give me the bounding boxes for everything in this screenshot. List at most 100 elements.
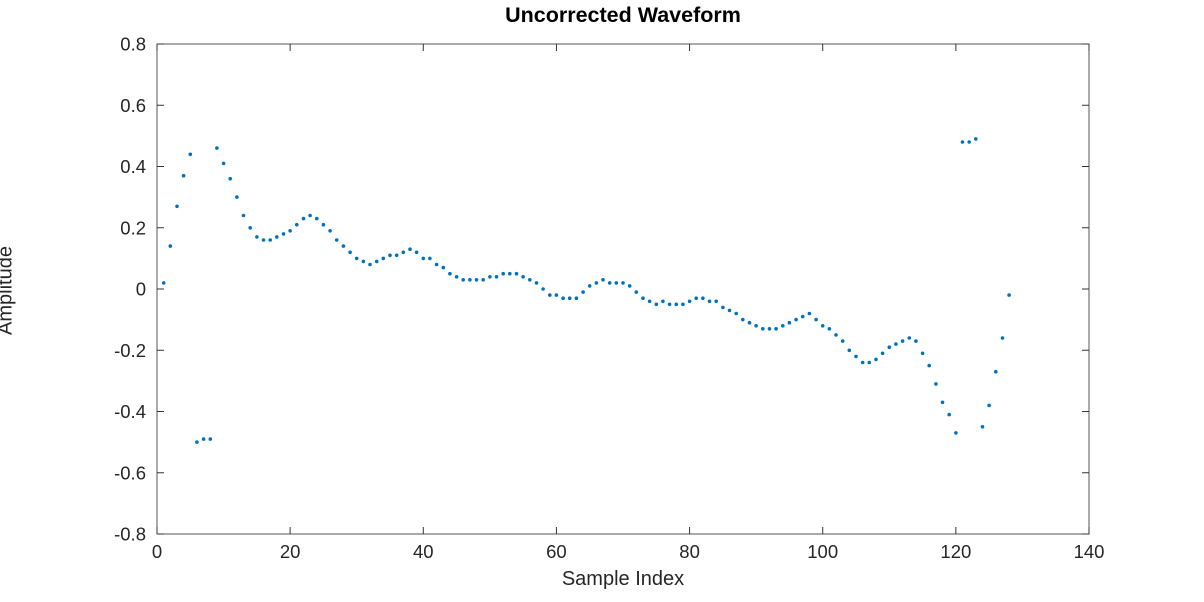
x-tick-label: 120: [940, 541, 971, 562]
data-point: [508, 271, 512, 276]
y-tick-label: 0.6: [120, 95, 146, 116]
data-point: [414, 250, 419, 255]
data-point: [974, 137, 978, 141]
data-point: [241, 213, 246, 218]
data-point: [980, 425, 985, 429]
data-point: [781, 324, 785, 328]
data-point: [501, 271, 506, 276]
y-tick-label: 0.4: [120, 156, 146, 177]
data-point: [927, 363, 931, 368]
data-point: [295, 222, 299, 227]
data-point: [401, 250, 406, 255]
data-point: [521, 275, 525, 279]
data-point: [255, 235, 259, 239]
y-tick-label: -0.8: [114, 524, 146, 545]
x-tick-label: 140: [1074, 541, 1105, 562]
data-point: [694, 296, 698, 301]
data-point: [860, 360, 865, 365]
data-point: [761, 327, 765, 331]
data-point: [181, 173, 186, 178]
data-point: [361, 259, 366, 264]
data-point: [354, 256, 359, 261]
y-tick-label: 0.2: [120, 217, 146, 238]
x-tick-label: 0: [152, 541, 162, 562]
data-point: [681, 302, 685, 307]
data-point: [201, 437, 206, 441]
data-point: [947, 412, 951, 417]
data-point: [341, 244, 346, 248]
data-point: [707, 299, 712, 304]
data-point: [321, 222, 326, 227]
data-point: [887, 345, 892, 350]
data-point: [221, 161, 226, 166]
data-point: [607, 281, 612, 285]
data-point: [208, 437, 213, 441]
data-point: [474, 278, 479, 282]
data-point: [794, 317, 798, 322]
data-point: [168, 244, 173, 248]
chart-title: Uncorrected Waveform: [505, 3, 741, 27]
data-point: [714, 299, 718, 304]
x-tick-label: 60: [546, 541, 567, 562]
data-point: [940, 400, 945, 405]
data-point: [954, 431, 958, 435]
data-point: [528, 278, 532, 282]
data-point: [874, 357, 878, 362]
y-tick-label: 0: [136, 279, 146, 300]
data-point: [494, 275, 499, 279]
data-point: [967, 140, 971, 144]
data-point: [488, 275, 492, 279]
data-point: [807, 311, 812, 316]
data-point: [514, 271, 519, 276]
data-point: [667, 302, 672, 307]
data-point: [894, 342, 898, 346]
data-point: [621, 281, 625, 285]
data-point: [880, 351, 885, 356]
data-point: [228, 176, 232, 181]
data-point: [994, 369, 998, 374]
data-point: [561, 296, 565, 301]
data-point: [1000, 336, 1005, 340]
data-point: [301, 216, 306, 221]
data-point: [1007, 293, 1011, 297]
data-point: [734, 311, 738, 316]
data-point: [554, 293, 559, 297]
data-point: [161, 281, 166, 285]
data-point: [747, 320, 752, 325]
y-tick-label: -0.2: [114, 340, 146, 361]
data-point: [434, 262, 439, 267]
data-point: [987, 403, 991, 408]
data-point: [654, 302, 659, 307]
data-point: [454, 275, 459, 279]
y-axis-label: Amplitude: [0, 246, 17, 335]
x-tick-label: 20: [280, 541, 301, 562]
data-point: [328, 229, 332, 233]
data-point: [468, 278, 472, 282]
data-point: [281, 232, 286, 236]
data-point: [388, 253, 392, 258]
data-point: [215, 146, 219, 150]
data-point: [381, 256, 386, 261]
data-point: [827, 327, 832, 331]
data-point: [741, 317, 745, 322]
data-point: [900, 339, 905, 343]
data-point: [727, 308, 732, 313]
data-point: [907, 336, 912, 340]
data-point: [548, 293, 552, 297]
data-point: [847, 348, 852, 353]
data-point: [448, 271, 452, 276]
data-point: [674, 302, 679, 307]
data-point: [394, 253, 399, 258]
data-point: [368, 262, 372, 267]
data-point: [834, 333, 838, 337]
data-point: [960, 140, 965, 144]
data-point: [854, 354, 858, 359]
data-point: [441, 265, 446, 270]
data-point: [587, 284, 592, 288]
data-point: [481, 278, 486, 282]
data-point: [814, 317, 818, 322]
data-point: [701, 296, 705, 301]
data-point: [175, 204, 179, 209]
data-point: [188, 152, 193, 157]
